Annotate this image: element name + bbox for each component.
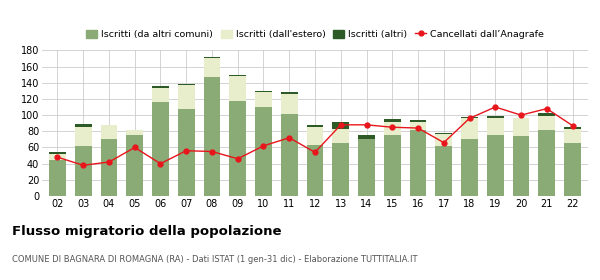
Bar [487,116,503,118]
Bar [332,143,349,196]
Bar [203,57,220,59]
Bar [564,127,581,129]
Bar [487,118,503,135]
Bar [512,118,529,136]
Bar [358,135,375,139]
Bar [178,83,194,85]
Bar [307,125,323,127]
Bar [436,134,452,146]
Bar [436,133,452,134]
Bar [436,146,452,196]
Bar [203,59,220,77]
Bar [229,101,246,196]
Bar [281,94,298,114]
Bar [101,139,118,196]
Bar [281,114,298,196]
Bar [49,154,66,160]
Bar [255,107,272,196]
Bar [49,152,66,154]
Bar [538,113,555,116]
Bar [538,130,555,196]
Bar [203,77,220,196]
Bar [358,139,375,196]
Bar [307,145,323,196]
Bar [512,136,529,196]
Bar [487,135,503,196]
Bar [75,124,92,127]
Bar [152,88,169,102]
Bar [332,129,349,143]
Legend: Iscritti (da altri comuni), Iscritti (dall'estero), Iscritti (altri), Cancellati: Iscritti (da altri comuni), Iscritti (da… [82,26,548,43]
Bar [229,75,246,76]
Bar [384,119,401,122]
Bar [281,92,298,94]
Bar [152,102,169,196]
Bar [410,120,427,122]
Bar [49,160,66,196]
Bar [461,117,478,118]
Bar [564,143,581,196]
Bar [255,91,272,92]
Bar [384,134,401,196]
Bar [152,86,169,88]
Bar [410,122,427,130]
Bar [461,118,478,139]
Text: COMUNE DI BAGNARA DI ROMAGNA (RA) - Dati ISTAT (1 gen-31 dic) - Elaborazione TUT: COMUNE DI BAGNARA DI ROMAGNA (RA) - Dati… [12,255,418,264]
Bar [101,125,118,139]
Bar [127,134,143,196]
Bar [178,85,194,109]
Bar [229,76,246,101]
Bar [410,130,427,196]
Bar [75,146,92,196]
Text: Flusso migratorio della popolazione: Flusso migratorio della popolazione [12,225,281,238]
Bar [538,116,555,130]
Bar [332,122,349,129]
Bar [75,127,92,146]
Bar [178,109,194,196]
Bar [255,92,272,107]
Bar [307,127,323,145]
Bar [384,122,401,134]
Bar [461,139,478,196]
Bar [564,129,581,143]
Bar [127,130,143,134]
